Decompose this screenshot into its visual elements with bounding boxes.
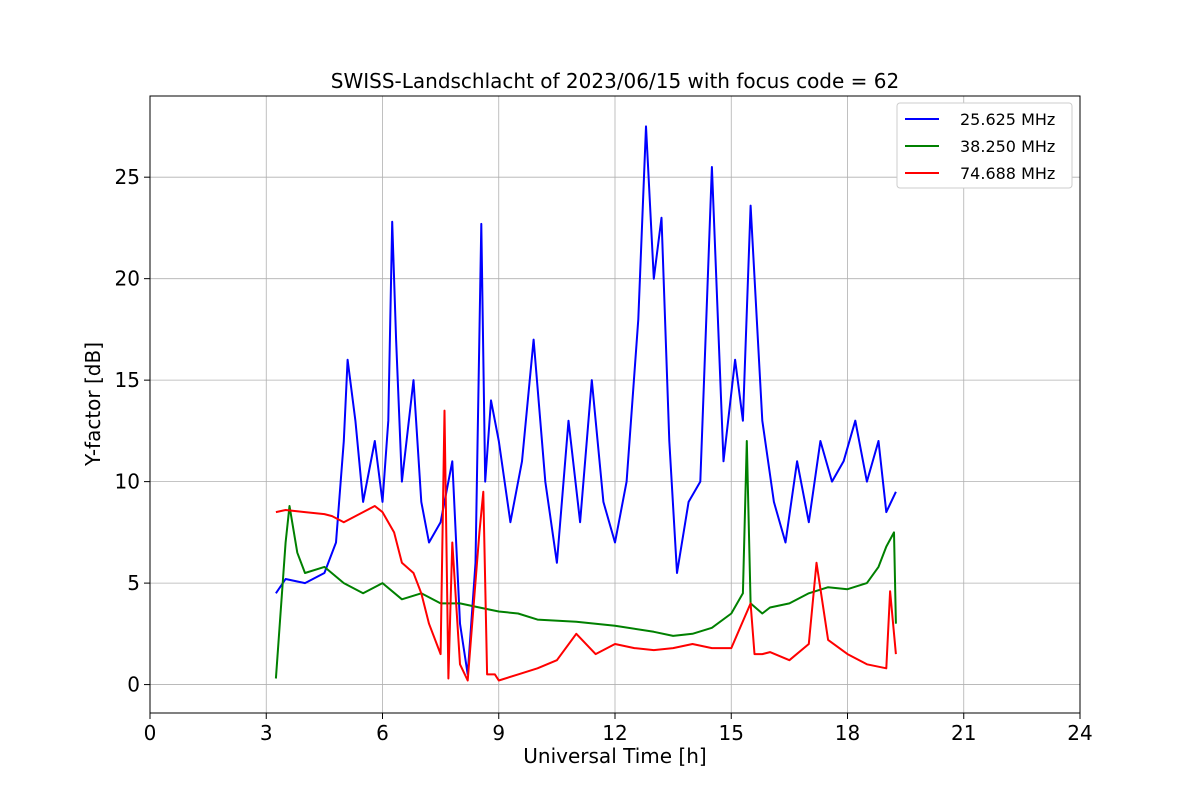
x-tick-label: 18 bbox=[835, 721, 860, 745]
y-tick-label: 10 bbox=[115, 470, 140, 494]
y-tick-label: 15 bbox=[115, 368, 140, 392]
y-tick-label: 25 bbox=[115, 165, 140, 189]
series-line-3 bbox=[275, 409, 897, 682]
legend: 25.625 MHz 38.250 MHz 74.688 MHz bbox=[896, 102, 1073, 189]
x-tick-label: 0 bbox=[144, 721, 157, 745]
chart-title: SWISS-Landschlacht of 2023/06/15 with fo… bbox=[331, 69, 899, 93]
legend-label: 25.625 MHz bbox=[960, 110, 1055, 129]
x-tick-label: 3 bbox=[260, 721, 273, 745]
legend-label: 74.688 MHz bbox=[960, 164, 1055, 183]
grid bbox=[149, 96, 1081, 713]
x-tick-label: 9 bbox=[492, 721, 505, 745]
x-tick-label: 24 bbox=[1067, 721, 1092, 745]
x-axis: 0 3 6 9 12 15 18 21 24 bbox=[144, 713, 1093, 745]
legend-box bbox=[896, 102, 1073, 189]
y-tick-label: 5 bbox=[127, 571, 140, 595]
y-tick-label: 20 bbox=[115, 267, 140, 291]
y-axis: 0 5 10 15 20 25 bbox=[115, 165, 150, 697]
series-layer bbox=[274, 125, 897, 682]
series-line-1 bbox=[275, 125, 897, 676]
series-line-2 bbox=[274, 440, 897, 679]
legend-label: 38.250 MHz bbox=[960, 137, 1055, 156]
x-tick-label: 21 bbox=[951, 721, 976, 745]
x-tick-label: 6 bbox=[376, 721, 389, 745]
x-tick-label: 15 bbox=[719, 721, 744, 745]
x-axis-label: Universal Time [h] bbox=[523, 744, 706, 768]
y-tick-label: 0 bbox=[127, 673, 140, 697]
x-tick-label: 12 bbox=[602, 721, 627, 745]
y-axis-label: Y-factor [dB] bbox=[81, 342, 105, 467]
